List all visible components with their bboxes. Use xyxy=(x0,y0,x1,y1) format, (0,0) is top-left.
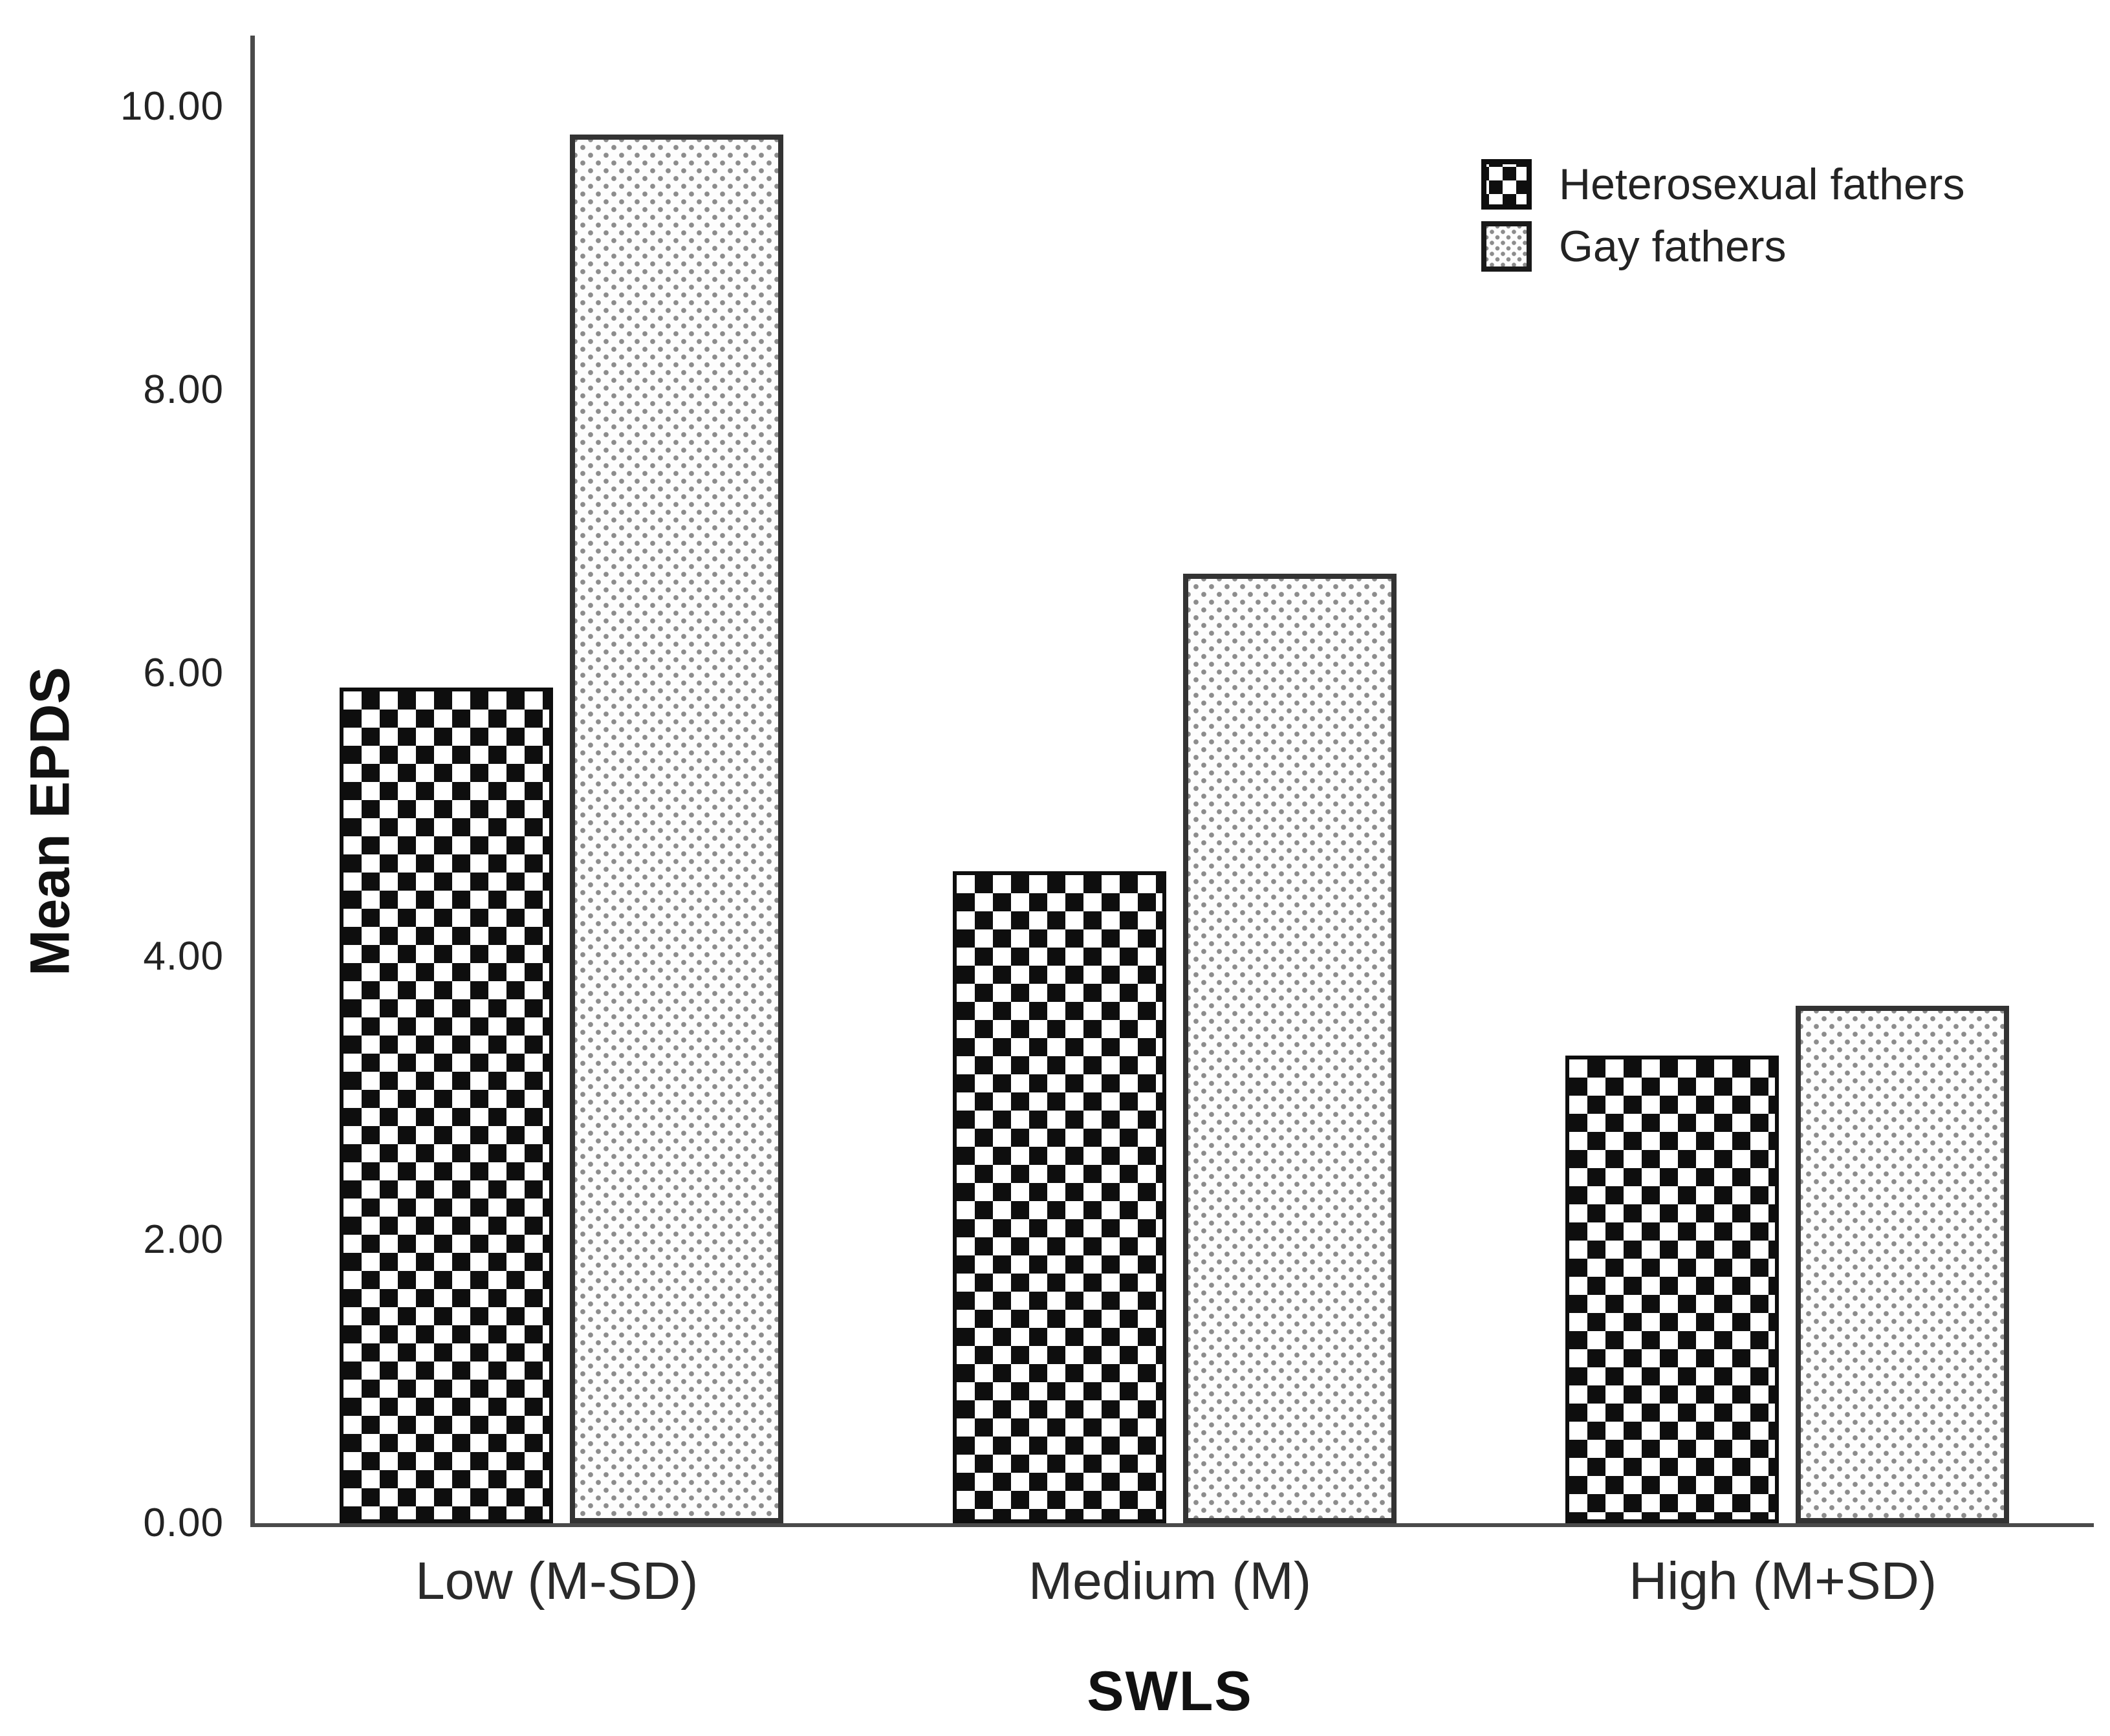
bar-heterosexual-fathers-medium-m xyxy=(952,871,1166,1523)
legend-label: Gay fathers xyxy=(1559,222,1787,271)
bar-heterosexual-fathers-high-m-sd xyxy=(1565,1056,1779,1523)
y-tick-label: 4.00 xyxy=(143,933,224,979)
y-tick-label: 0.00 xyxy=(143,1501,224,1545)
y-tick-label: 6.00 xyxy=(143,650,224,695)
y-tick-label: 2.00 xyxy=(143,1217,224,1262)
legend-item-heterosexual-fathers: Heterosexual fathers xyxy=(1481,159,1964,210)
checkerboard-swatch-icon xyxy=(1481,159,1532,210)
x-category-label-medium-m: Medium (M) xyxy=(1028,1552,1312,1611)
legend: Heterosexual fathers Gay fathers xyxy=(1481,159,1964,283)
y-axis-tick-labels: 0.00 2.00 4.00 6.00 8.00 10.00 xyxy=(0,36,233,1545)
y-tick-label: 8.00 xyxy=(143,367,224,412)
bar-gay-fathers-high-m-sd xyxy=(1796,1006,2010,1523)
x-category-labels: Low (M-SD) Medium (M) High (M+SD) xyxy=(250,1546,2089,1617)
legend-item-gay-fathers: Gay fathers xyxy=(1481,221,1964,272)
bar-heterosexual-fathers-low-m-sd xyxy=(339,688,553,1523)
x-category-label-low-m-sd: Low (M-SD) xyxy=(415,1552,699,1611)
x-category-label-high-m-sd: High (M+SD) xyxy=(1629,1552,1937,1611)
y-tick-label: 10.00 xyxy=(120,83,224,129)
dots-swatch-icon xyxy=(1481,221,1532,272)
legend-label: Heterosexual fathers xyxy=(1559,160,1965,209)
bar-gay-fathers-medium-m xyxy=(1182,574,1397,1523)
bar-gay-fathers-low-m-sd xyxy=(569,135,783,1523)
plot-area xyxy=(250,36,2094,1527)
x-axis-title: SWLS xyxy=(1087,1660,1253,1722)
